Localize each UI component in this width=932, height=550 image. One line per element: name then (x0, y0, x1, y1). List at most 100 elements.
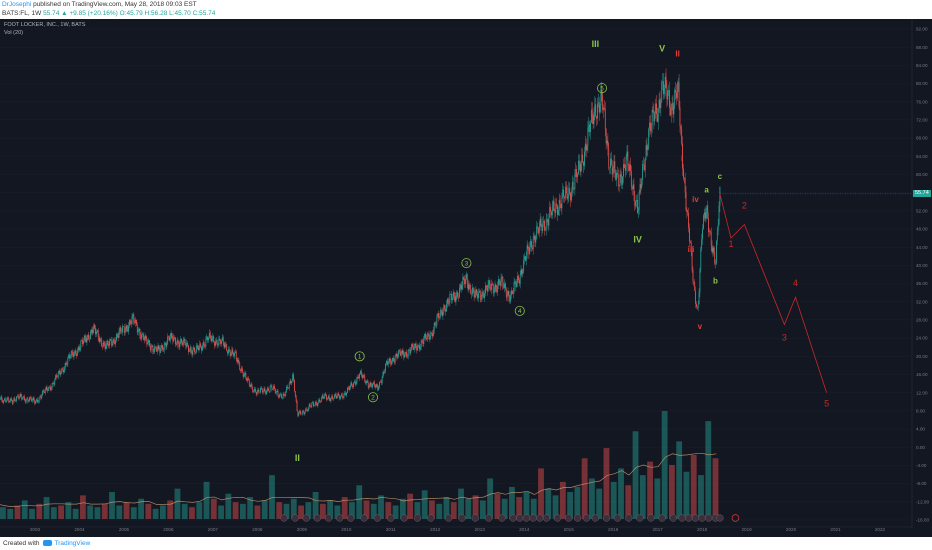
event-marker[interactable] (413, 514, 422, 522)
event-marker[interactable] (613, 514, 622, 522)
event-marker[interactable] (291, 514, 299, 522)
candle-body (179, 343, 181, 348)
volume-bar (516, 497, 523, 519)
candle-body (248, 378, 249, 380)
event-marker[interactable] (347, 514, 355, 522)
event-marker[interactable] (647, 514, 655, 522)
candle-body (439, 316, 440, 318)
candle-body (658, 99, 660, 108)
candle-body (327, 398, 328, 400)
candle-body (695, 290, 696, 304)
candle-body (349, 385, 351, 390)
price-tick-label: 0.00 (916, 445, 925, 450)
tradingview-brand[interactable]: TradingView (54, 540, 91, 547)
event-marker[interactable] (636, 514, 644, 522)
candle-body (371, 385, 373, 388)
candle-body (333, 398, 334, 400)
chart-pane[interactable]: 92.00 88.00 84.00 80.00 76.00 72.00 68.00 64.00… (0, 19, 932, 537)
candle-body (25, 398, 27, 403)
event-marker[interactable] (529, 514, 537, 522)
candle-body (433, 323, 435, 331)
candle-body (321, 395, 323, 398)
event-marker[interactable] (678, 514, 686, 522)
price-chart[interactable]: 92.00 88.00 84.00 80.00 76.00 72.00 68.00 64.00… (0, 19, 932, 537)
price-tick-label: 64.00 (916, 154, 928, 159)
candle-body (386, 361, 387, 364)
event-marker[interactable] (313, 514, 322, 522)
candle-body (20, 394, 22, 397)
candle-body (37, 401, 39, 403)
event-marker[interactable] (698, 514, 706, 522)
author-link[interactable]: DrJosephi (2, 1, 32, 8)
candle-body (390, 360, 392, 365)
event-marker[interactable] (387, 514, 395, 522)
event-marker[interactable] (542, 514, 551, 522)
event-marker[interactable] (565, 514, 573, 522)
candle-body (93, 324, 95, 330)
candle-body (152, 345, 154, 352)
volume-bar (625, 485, 632, 519)
event-marker[interactable] (582, 514, 591, 522)
event-marker[interactable] (444, 514, 453, 522)
candle-body (361, 374, 363, 378)
candle-body (144, 335, 146, 341)
volume-bar (399, 498, 406, 519)
event-marker[interactable] (591, 514, 600, 522)
event-marker[interactable] (324, 514, 333, 522)
event-marker[interactable] (658, 514, 666, 522)
candle-body (625, 156, 627, 171)
event-marker[interactable] (516, 514, 524, 522)
event-marker[interactable] (458, 514, 466, 522)
candle-body (208, 332, 210, 338)
event-marker[interactable] (625, 514, 633, 522)
event-marker[interactable] (280, 514, 288, 522)
event-marker[interactable] (553, 514, 562, 522)
candle-body (475, 289, 477, 295)
event-marker[interactable] (602, 514, 611, 522)
candle-body (122, 326, 124, 327)
event-marker[interactable] (373, 514, 382, 522)
event-marker[interactable] (498, 514, 506, 522)
candle-body (260, 388, 261, 393)
event-marker[interactable] (691, 514, 700, 522)
candle-body (668, 90, 670, 92)
event-marker-upcoming[interactable] (731, 514, 740, 522)
candle-body (408, 349, 410, 351)
event-marker[interactable] (360, 514, 368, 522)
event-marker[interactable] (536, 514, 544, 522)
event-marker[interactable] (509, 514, 517, 522)
event-marker[interactable] (716, 514, 724, 522)
candle-body (18, 397, 20, 399)
candle-body (642, 164, 644, 180)
candle-body (248, 379, 250, 386)
candle-body (578, 160, 580, 163)
candle-body (480, 298, 482, 300)
candle-body (183, 338, 185, 341)
event-marker[interactable] (705, 514, 713, 522)
candle-body (234, 352, 235, 357)
candle-body (22, 397, 24, 400)
candle-body (597, 103, 598, 119)
event-marker[interactable] (427, 514, 435, 522)
candle-body (400, 353, 402, 356)
event-marker[interactable] (302, 514, 310, 522)
candle-body (101, 339, 103, 347)
volume-bar (487, 478, 494, 519)
candle-body (639, 184, 641, 193)
candle-body (47, 390, 49, 391)
event-marker[interactable] (471, 514, 479, 522)
candle-body (690, 243, 692, 252)
event-marker[interactable] (573, 514, 582, 522)
candle-body (429, 338, 431, 340)
event-marker[interactable] (669, 514, 677, 522)
candle-body (705, 212, 707, 219)
candle-body (399, 351, 401, 356)
event-marker[interactable] (484, 514, 493, 522)
candle-body (99, 338, 101, 342)
volume-bar (94, 507, 101, 519)
event-marker[interactable] (335, 514, 344, 522)
event-marker[interactable] (400, 514, 408, 522)
event-marker[interactable] (685, 514, 693, 522)
event-marker[interactable] (522, 514, 531, 522)
candle-body (91, 329, 93, 334)
